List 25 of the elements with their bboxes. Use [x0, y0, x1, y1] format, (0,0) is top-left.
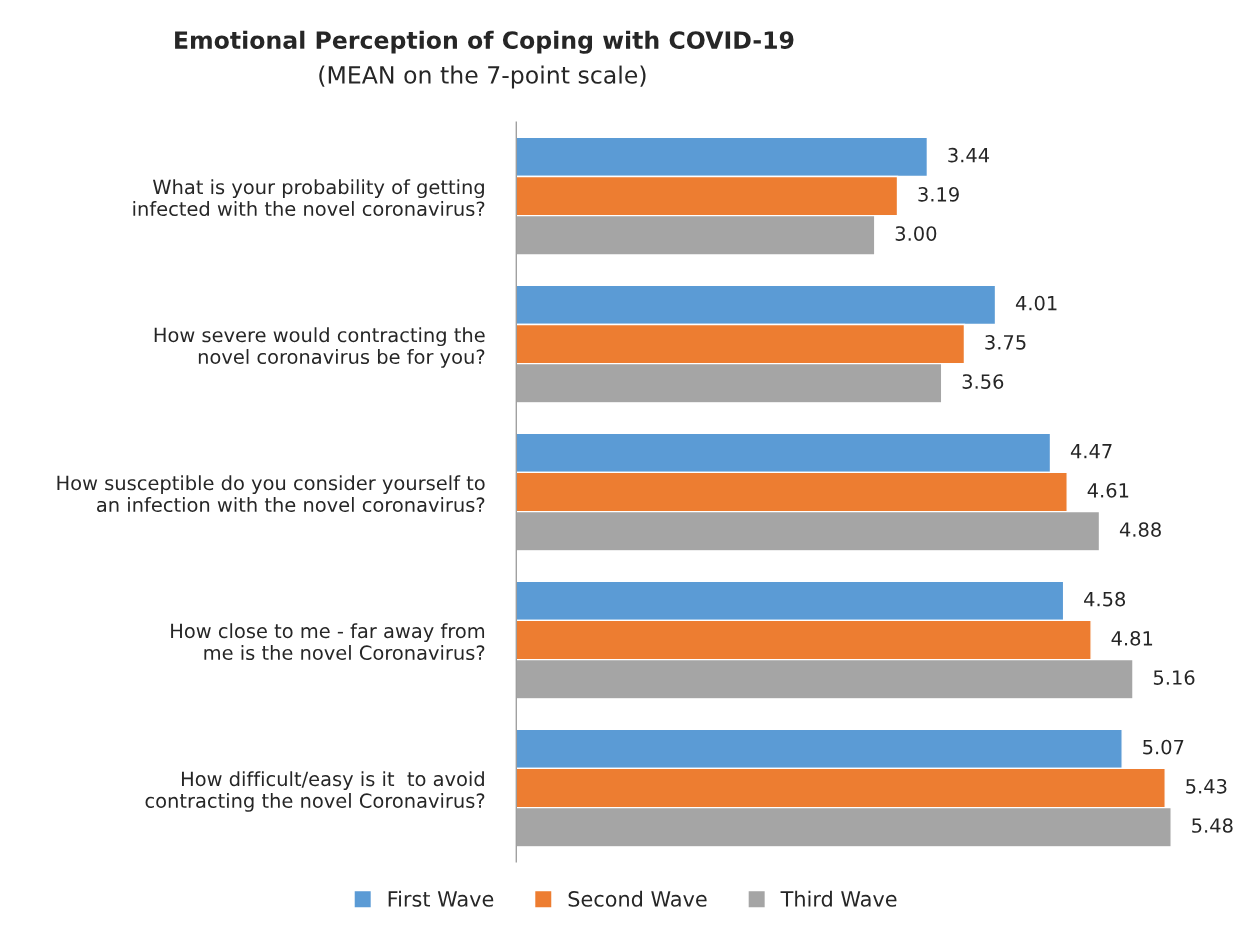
data-label: 5.07 [1143, 739, 1184, 755]
data-label: 4.61 [1087, 482, 1129, 498]
data-label: 5.43 [1186, 778, 1227, 794]
y-tick-label: What is your probability of getting infected with the novel coronavirus? [133, 179, 485, 217]
data-label: 4.47 [1070, 444, 1112, 459]
y-tick-label: How severe would contracting the novel coronavirus be for you? [154, 327, 485, 368]
y-tick-label: How difficult/easy is it to avoid contracting the novel Coronavirus? [145, 771, 485, 812]
data-label: 5.16 [1153, 670, 1195, 685]
data-label: 3.00 [895, 226, 937, 241]
data-label: 3.75 [985, 334, 1026, 350]
data-label: 4.01 [1015, 295, 1057, 311]
data-label: 4.58 [1084, 591, 1126, 607]
data-label: 5.48 [1192, 818, 1233, 833]
chart-title: Emotional Perception of Coping with COVID-19 [175, 30, 794, 54]
data-label: 3.19 [918, 187, 959, 202]
chart-subtitle: (MEAN on the 7-point scale) [319, 65, 646, 89]
data-label: 4.81 [1111, 630, 1153, 646]
y-tick-label: How close to me - far away from me is the novel Coronavirus? [171, 623, 485, 661]
legend-label: Second Wave [568, 890, 707, 907]
data-label: 4.88 [1119, 522, 1161, 537]
legend-label: First Wave [388, 890, 494, 907]
data-label: 3.44 [948, 147, 990, 163]
y-tick-label: How susceptible do you consider yourself to an infection with the novel coronavirus? [57, 475, 485, 513]
data-label: 3.56 [962, 374, 1004, 389]
legend-label: Third Wave [780, 890, 897, 907]
